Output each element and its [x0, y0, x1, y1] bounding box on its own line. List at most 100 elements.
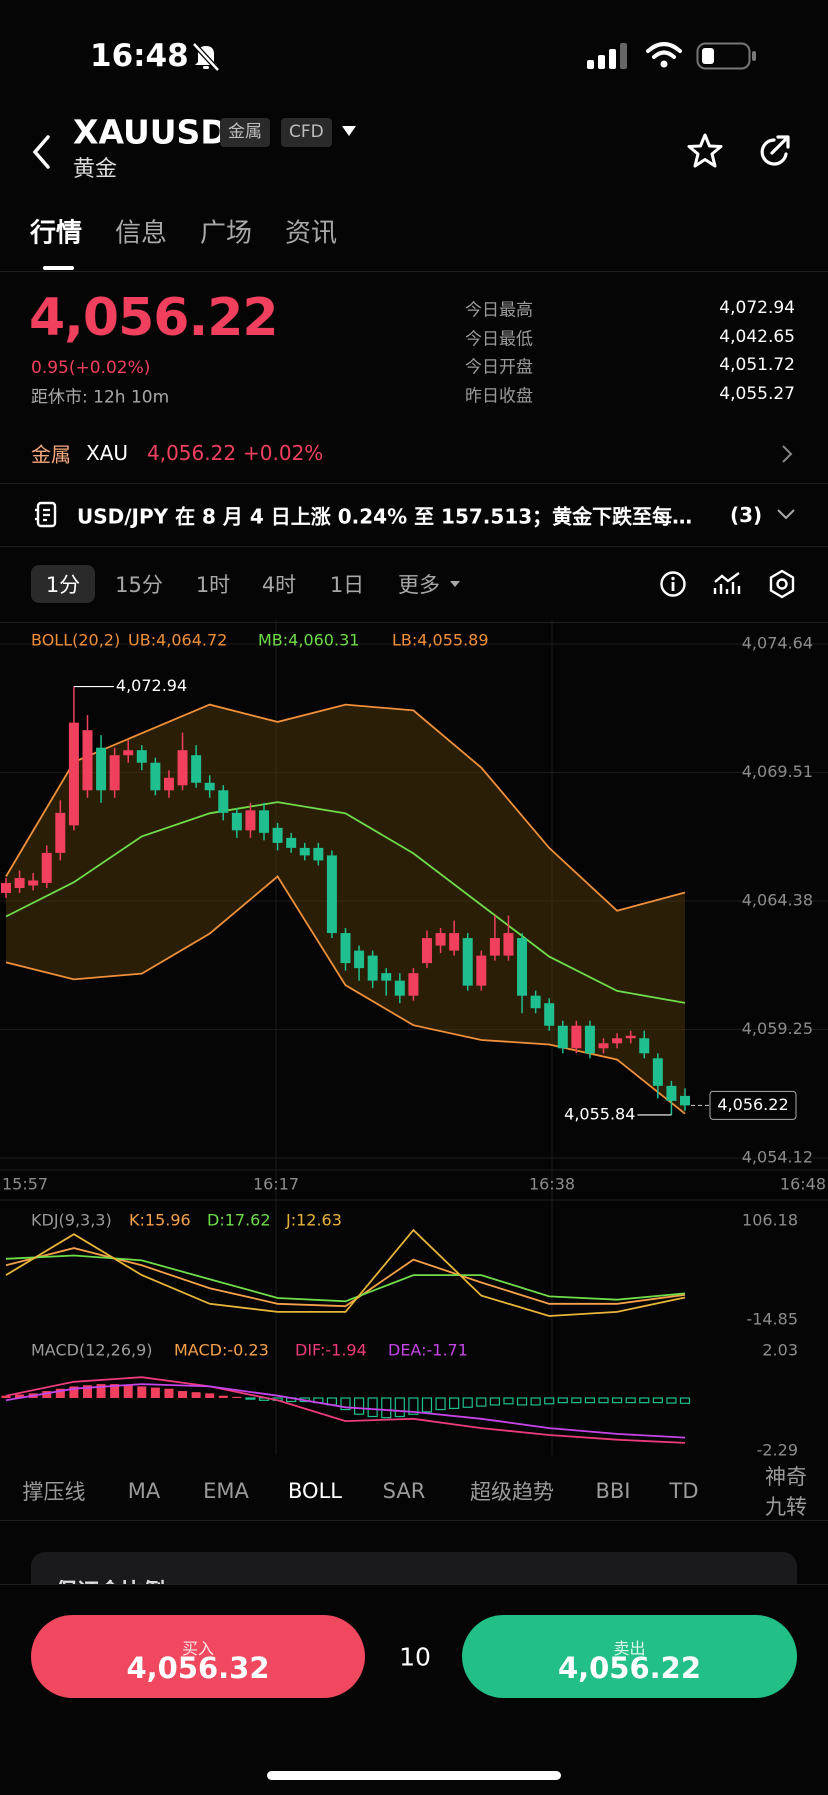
signal-icon	[587, 43, 627, 69]
stat-value: 4,072.94	[719, 298, 795, 318]
candle-body	[28, 880, 39, 886]
candle-body	[204, 782, 215, 791]
sell-button[interactable]: 卖出 4,056.22	[462, 1615, 797, 1698]
macd-bar	[666, 1397, 677, 1404]
indicator-tab[interactable]: 撑压线	[22, 1480, 86, 1504]
indicator-tab[interactable]: MA	[127, 1479, 161, 1503]
y-tick-label: 4,069.51	[742, 762, 813, 781]
candle-body	[55, 812, 66, 853]
boll-line	[5, 703, 686, 912]
settings-button[interactable]	[767, 569, 797, 599]
candle-body	[123, 750, 134, 756]
kdj-line	[5, 1254, 686, 1303]
candle-body	[354, 950, 365, 969]
macd-bar	[69, 1386, 79, 1398]
instrument-name: 黄金	[73, 157, 118, 182]
tab[interactable]: 广场	[200, 218, 253, 249]
macd-bar	[544, 1397, 555, 1405]
stat-label: 今日最低	[465, 329, 533, 350]
indicator-tab[interactable]: TD	[669, 1479, 699, 1503]
macd-legend: MACD(12,26,9)	[31, 1341, 153, 1360]
macd-bar	[462, 1397, 473, 1408]
news-headline[interactable]: USD/JPY 在 8 月 4 日上涨 0.24% 至 157.513；黄金下跌…	[77, 504, 693, 529]
quantity[interactable]: 10	[399, 1642, 431, 1672]
boll-line	[5, 875, 686, 1115]
indicator-tab[interactable]: SAR	[382, 1479, 426, 1503]
candle-body	[530, 995, 541, 1009]
timeframe[interactable]: 4时	[261, 573, 297, 597]
macd-bar	[652, 1397, 663, 1404]
candle-body	[1, 882, 11, 893]
candle-body	[408, 973, 419, 996]
indicator-tab[interactable]: 神奇九转	[765, 1465, 807, 1519]
macd-bar	[232, 1396, 242, 1398]
sell-label: 卖出	[613, 1639, 646, 1658]
macd-bar	[503, 1397, 514, 1405]
buy-button[interactable]: 买入 4,056.32	[31, 1615, 365, 1698]
x-tick-label: 15:57	[2, 1175, 48, 1194]
boll-line	[5, 801, 686, 1004]
sector-chevron[interactable]	[780, 444, 794, 464]
candle-body	[191, 755, 202, 783]
boll-legend: BOLL(20,2)	[31, 631, 120, 650]
timeframe-selected-bg	[31, 565, 95, 603]
home-indicator	[267, 1771, 561, 1780]
indicator-tab[interactable]: BOLL	[288, 1479, 342, 1503]
share-button[interactable]	[756, 134, 792, 170]
sell-price: 4,056.22	[557, 1651, 702, 1685]
divider	[0, 1520, 828, 1521]
timeframe[interactable]: 15分	[115, 573, 163, 597]
last-price-box	[709, 1090, 797, 1120]
more-dropdown[interactable]	[449, 580, 461, 588]
candle-body	[96, 747, 107, 791]
back-button[interactable]	[30, 134, 54, 170]
sector-label[interactable]: 金属	[31, 442, 71, 467]
macd-bar	[353, 1397, 365, 1415]
x-tick-label: 16:38	[529, 1175, 575, 1194]
indicator-button[interactable]	[712, 570, 742, 598]
x-tick-label: 16:17	[253, 1175, 299, 1194]
candle-body	[639, 1038, 650, 1054]
kdj-tick-label: 106.18	[742, 1211, 798, 1230]
macd-bar	[394, 1397, 405, 1418]
tab[interactable]: 行情	[30, 218, 83, 249]
stat-label: 今日最高	[465, 300, 533, 321]
candle-body	[367, 955, 378, 981]
macd-bar	[625, 1397, 636, 1404]
candle-body	[462, 938, 473, 986]
tab[interactable]: 资讯	[285, 218, 338, 249]
macd-bar	[598, 1397, 609, 1404]
candle-body	[557, 1025, 568, 1049]
macd-bar	[42, 1391, 52, 1398]
indicator-tab[interactable]: BBI	[595, 1479, 631, 1503]
kdj-legend: J:12.63	[285, 1211, 342, 1230]
indicator-tab[interactable]: 超级趋势	[470, 1480, 554, 1504]
candle-body	[259, 810, 270, 833]
tab[interactable]: 信息	[115, 218, 168, 249]
session-info: 距休市: 12h 10m	[31, 387, 170, 408]
price-change: 0.95(+0.02%)	[31, 358, 151, 378]
y-tick-label: 4,059.25	[742, 1019, 813, 1038]
macd-bar	[557, 1397, 568, 1404]
timeframe[interactable]: 1分	[45, 573, 81, 597]
favorite-button[interactable]	[686, 132, 724, 170]
news-expand[interactable]	[776, 507, 796, 521]
macd-bar	[245, 1397, 256, 1400]
sector-change: +0.02%	[243, 441, 324, 465]
candle-body	[652, 1058, 663, 1086]
indicator-tab[interactable]: EMA	[203, 1479, 249, 1503]
symbol-dropdown[interactable]	[340, 124, 358, 138]
macd-bar	[15, 1394, 25, 1398]
timeframe[interactable]: 更多	[398, 573, 440, 597]
status-time: 16:48	[90, 38, 189, 74]
silent-icon	[192, 42, 220, 72]
timeframe[interactable]: 1日	[329, 573, 365, 597]
timeframe[interactable]: 1时	[195, 573, 231, 597]
info-button[interactable]	[659, 570, 687, 598]
last-price-label: 4,056.22	[717, 1095, 788, 1114]
candle-body	[421, 938, 432, 964]
candle-body	[435, 933, 446, 946]
stat-label: 昨日收盘	[465, 386, 533, 407]
macd-bar	[96, 1384, 106, 1398]
